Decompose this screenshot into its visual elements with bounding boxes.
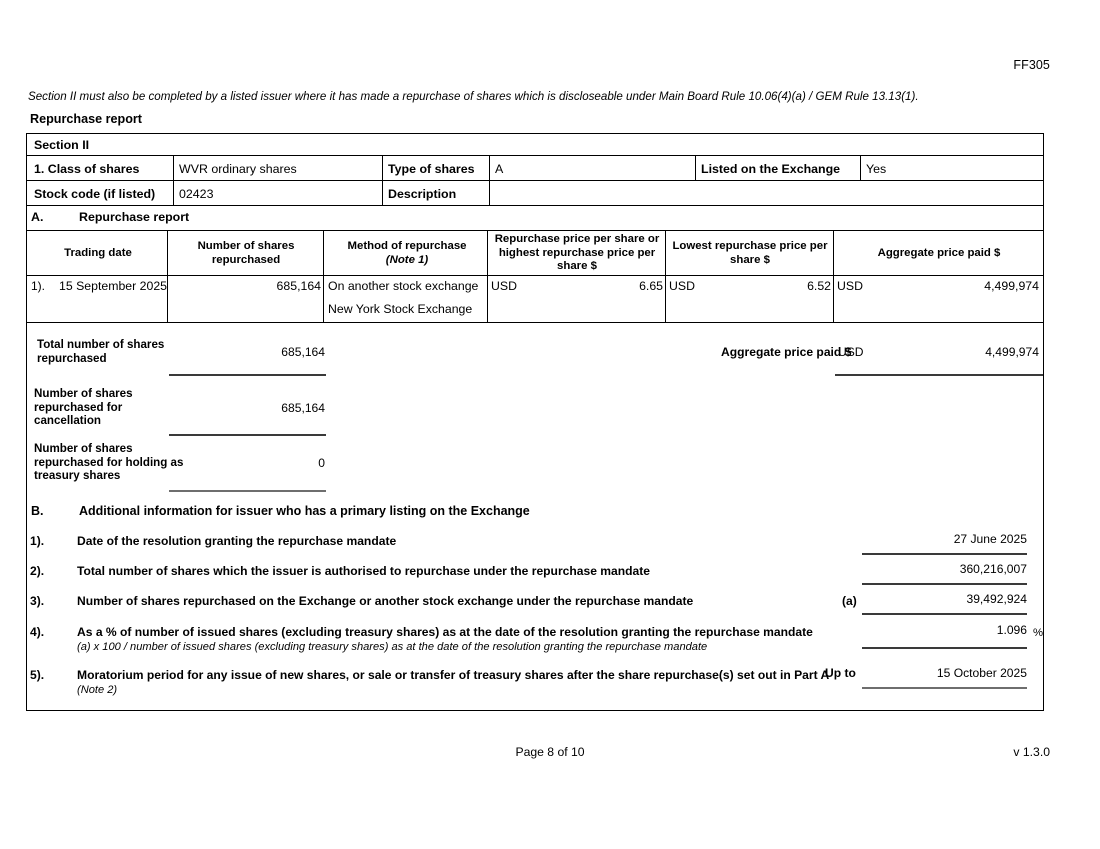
treasury-value: 0 [318, 456, 325, 470]
item-4-number: 4). [30, 625, 45, 639]
treasury-label: Number of shares repurchased for holding… [34, 442, 184, 482]
item-2-number: 2). [30, 564, 45, 578]
divider [695, 155, 697, 180]
item-4-rule [862, 647, 1027, 649]
section-ii-title: Section II [34, 138, 90, 152]
description-label: Description [388, 187, 457, 201]
footer-version: v 1.3.0 [1013, 745, 1050, 759]
class-of-shares-value: WVR ordinary shares [179, 162, 297, 176]
divider [27, 275, 1043, 277]
total-repurchased-rule [169, 374, 326, 376]
cancellation-value: 685,164 [281, 401, 325, 415]
divider [489, 155, 491, 205]
type-of-shares-label: Type of shares [388, 162, 475, 176]
item-4-percent-sign: % [1033, 627, 1044, 639]
intro-note: Section II must also be completed by a l… [28, 90, 919, 103]
column-header-lowest-price: Lowest repurchase price per share $ [672, 240, 828, 266]
stock-code-label: Stock code (if listed) [34, 187, 156, 201]
item-1-number: 1). [30, 534, 45, 548]
divider [167, 230, 169, 322]
divider [833, 230, 835, 322]
row-aggregate-currency: USD [837, 279, 863, 293]
row-aggregate-value: 4,499,974 [984, 279, 1039, 293]
listed-on-exchange-value: Yes [866, 162, 887, 176]
repurchase-report-frame: Section II 1. Class of shares WVR ordina… [26, 133, 1044, 711]
footer-page-number: Page 8 of 10 [515, 745, 585, 759]
stock-code-value: 02423 [179, 187, 214, 201]
cancellation-label: Number of shares repurchased for cancell… [34, 387, 133, 427]
divider [27, 322, 1043, 324]
item-3-marker: (a) [842, 594, 857, 608]
item-4-subtext: (a) x 100 / number of issued shares (exc… [77, 641, 708, 653]
section-b-letter: B. [31, 504, 44, 518]
divider [173, 155, 175, 205]
item-5-value: 15 October 2025 [936, 666, 1027, 680]
item-5-number: 5). [30, 668, 45, 682]
column-header-shares-repurchased: Number of shares repurchased [197, 240, 295, 266]
item-2-rule [862, 583, 1027, 585]
row-method-line2: New York Stock Exchange [328, 302, 473, 316]
row-price-currency: USD [491, 279, 517, 293]
column-header-method: Method of repurchase (Note 1) [329, 240, 485, 267]
item-5-prefix: Up to [825, 666, 856, 680]
divider [860, 155, 862, 180]
item-2-text: Total number of shares which the issuer … [77, 564, 651, 578]
item-5-text: Moratorium period for any issue of new s… [77, 668, 830, 682]
column-header-method-label: Method of repurchase [347, 240, 467, 252]
item-1-value: 27 June 2025 [953, 532, 1027, 546]
section-a-title: Repurchase report [79, 210, 190, 224]
item-5-subtext: (Note 2) [77, 684, 118, 696]
section-a-letter: A. [31, 210, 44, 224]
column-header-trading-date: Trading date [64, 247, 132, 259]
row-lowest-value: 6.52 [807, 279, 831, 293]
item-3-number: 3). [30, 594, 45, 608]
row-trading-date: 15 September 2025 [59, 279, 168, 293]
item-2-value: 360,216,007 [959, 562, 1027, 576]
form-code: FF305 [1013, 58, 1050, 72]
aggregate-total-rule [835, 374, 1043, 376]
row-price-value: 6.65 [639, 279, 663, 293]
item-1-rule [862, 553, 1027, 555]
divider [665, 230, 667, 322]
item-4-value: 1.096 [996, 623, 1027, 637]
divider [27, 205, 1043, 207]
type-of-shares-value: A [495, 162, 504, 176]
divider [382, 155, 384, 205]
total-repurchased-label: Total number of shares repurchased [37, 338, 165, 365]
section-b-title: Additional information for issuer who ha… [79, 504, 530, 518]
row-index: 1). [31, 279, 46, 293]
aggregate-total-value: 4,499,974 [985, 345, 1039, 359]
cancellation-rule [169, 434, 326, 436]
divider [323, 230, 325, 322]
treasury-rule [169, 490, 326, 492]
item-3-value: 39,492,924 [966, 592, 1027, 606]
aggregate-total-label: Aggregate price paid $ [721, 345, 852, 359]
divider [487, 230, 489, 322]
item-5-rule [862, 687, 1027, 689]
column-header-repurchase-price: Repurchase price per share or highest re… [494, 233, 660, 272]
divider [27, 180, 1043, 182]
column-header-method-note: (Note 1) [385, 253, 429, 266]
item-4-text: As a % of number of issued shares (exclu… [77, 625, 813, 639]
total-repurchased-value: 685,164 [281, 345, 325, 359]
listed-on-exchange-label: Listed on the Exchange [701, 162, 841, 176]
item-1-text: Date of the resolution granting the repu… [77, 534, 397, 548]
row-lowest-currency: USD [669, 279, 695, 293]
item-3-text: Number of shares repurchased on the Exch… [77, 594, 694, 608]
item-3-rule [862, 613, 1027, 615]
divider [27, 230, 1043, 232]
row-method-line1: On another stock exchange [328, 279, 479, 293]
divider [27, 155, 1043, 157]
report-title: Repurchase report [30, 112, 142, 126]
class-of-shares-label: 1. Class of shares [34, 162, 140, 176]
column-header-aggregate-price: Aggregate price paid $ [877, 247, 1001, 259]
aggregate-total-currency: USD [838, 345, 864, 359]
row-shares-repurchased: 685,164 [276, 279, 321, 293]
